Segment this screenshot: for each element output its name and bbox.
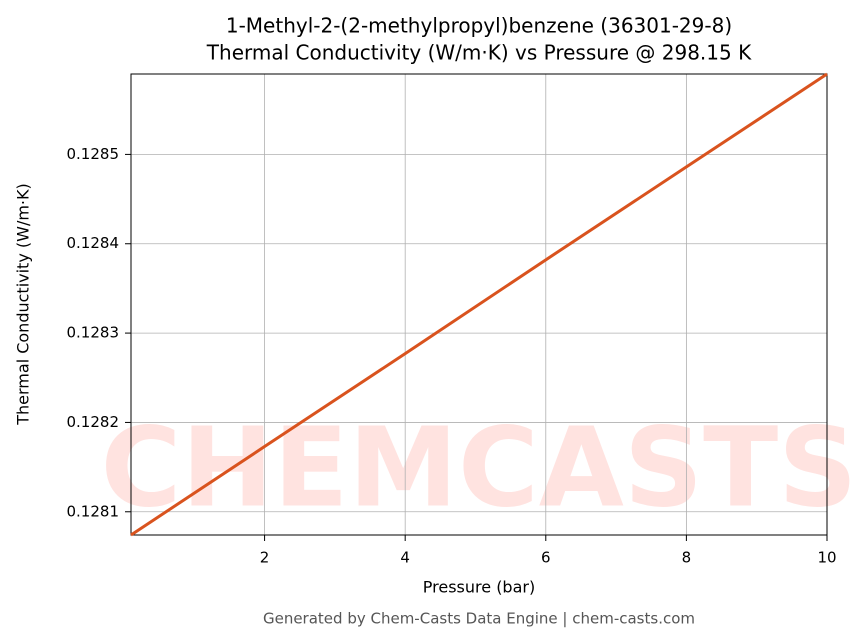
y-tick-label: 0.1282 bbox=[67, 413, 120, 431]
watermark: CHEMCASTS bbox=[101, 403, 856, 531]
chart-subtitle: Thermal Conductivity (W/m·K) vs Pressure… bbox=[206, 41, 752, 65]
x-tick-label: 6 bbox=[541, 549, 551, 567]
y-axis-label: Thermal Conductivity (W/m·K) bbox=[14, 183, 33, 426]
data-line bbox=[130, 72, 828, 537]
x-tick-label: 2 bbox=[260, 549, 270, 567]
y-tick-label: 0.1284 bbox=[67, 234, 120, 252]
x-axis-label: Pressure (bar) bbox=[423, 578, 535, 597]
x-tick-label: 4 bbox=[400, 549, 410, 567]
chart-title: 1-Methyl-2-(2-methylpropyl)benzene (3630… bbox=[226, 14, 732, 38]
y-tick-label: 0.1281 bbox=[67, 502, 120, 520]
plot-frame bbox=[130, 73, 828, 536]
x-tick-label: 8 bbox=[682, 549, 692, 567]
y-tick-label: 0.1283 bbox=[67, 324, 120, 342]
x-tick-label: 10 bbox=[817, 549, 836, 567]
y-tick-label: 0.1285 bbox=[67, 145, 120, 163]
footer: Generated by Chem-Casts Data Engine | ch… bbox=[263, 610, 695, 628]
